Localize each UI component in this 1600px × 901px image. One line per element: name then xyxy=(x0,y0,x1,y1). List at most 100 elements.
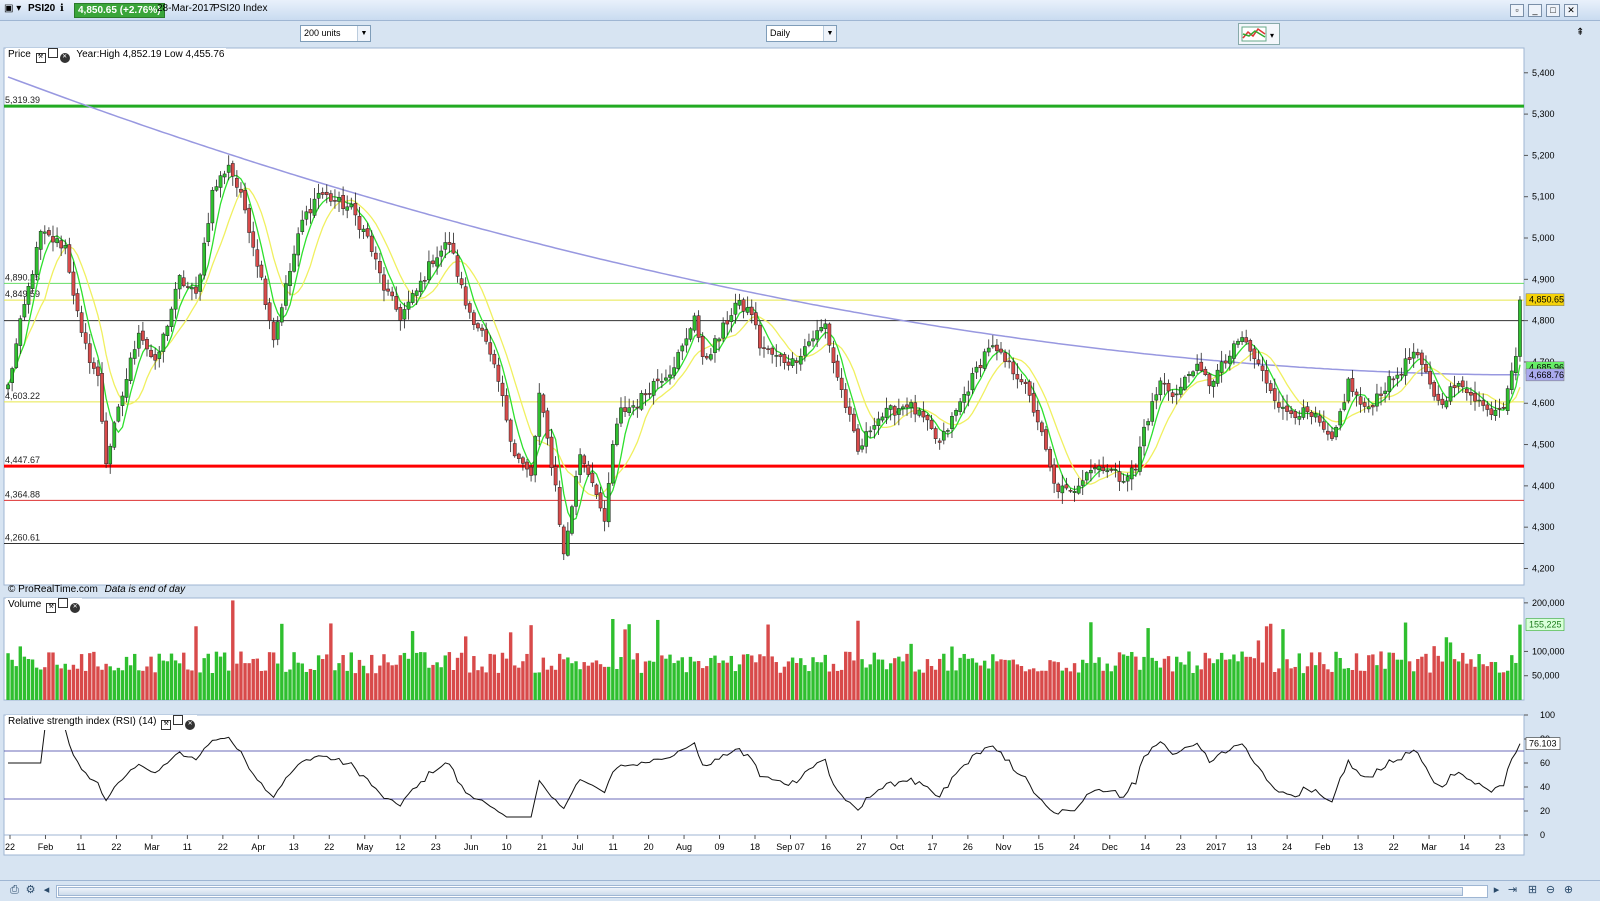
pin-icon[interactable]: ⇞ xyxy=(1576,27,1585,38)
candle-body xyxy=(1117,471,1122,482)
units-select[interactable]: 200 units ▼ xyxy=(300,25,371,42)
volume-bar xyxy=(141,670,145,700)
volume-bar xyxy=(133,653,137,700)
candle-body xyxy=(398,307,403,321)
candle-body xyxy=(378,260,382,274)
candle-body xyxy=(316,192,321,199)
chart-canvas[interactable]: 5,4005,3005,2005,1005,0004,9004,8004,700… xyxy=(0,45,1568,880)
close-icon[interactable]: ✕ xyxy=(59,53,70,63)
candle-body xyxy=(990,345,995,348)
volume-bar xyxy=(1117,652,1122,700)
candle-body xyxy=(958,401,962,412)
volume-bar xyxy=(177,663,182,700)
volume-bar xyxy=(186,669,190,700)
x-tick-label: 21 xyxy=(537,842,547,852)
chevron-down-icon[interactable]: ▼ xyxy=(823,26,836,41)
volume-bar xyxy=(668,654,672,700)
candle-body xyxy=(545,410,550,439)
volume-bar xyxy=(1224,659,1228,700)
volume-bar xyxy=(982,660,987,700)
volume-bar xyxy=(1424,653,1428,700)
volume-bar xyxy=(745,654,750,700)
last-bar-icon[interactable]: ⇥ xyxy=(1507,884,1518,896)
screenshot-icon[interactable]: ⎙ xyxy=(10,884,19,896)
minimize-icon[interactable]: ▫ xyxy=(1510,4,1524,17)
x-tick-label: 22 xyxy=(218,842,228,852)
candle-body xyxy=(373,252,378,260)
zoom-in-icon[interactable]: ⊕ xyxy=(1563,884,1574,896)
info-icon[interactable]: ℹ xyxy=(60,3,64,14)
horizontal-scrollbar[interactable] xyxy=(56,885,1488,898)
candle-body xyxy=(128,357,133,381)
zoom-auto-icon[interactable]: ⊞ xyxy=(1527,884,1538,896)
close-icon[interactable]: ✕ xyxy=(1564,4,1578,17)
candle-body xyxy=(905,404,909,408)
indicators-button[interactable]: ▾ xyxy=(1238,23,1280,45)
settings-icon[interactable]: ⚙ xyxy=(25,884,36,896)
maximize-icon[interactable]: □ xyxy=(1546,4,1560,17)
x-tick-label: 14 xyxy=(1460,842,1470,852)
volume-bar xyxy=(157,653,161,700)
candle-body xyxy=(999,348,1003,353)
candle-body xyxy=(541,394,546,413)
candle-body xyxy=(345,206,350,211)
svg-text:▾: ▾ xyxy=(1270,31,1274,40)
wrench-icon[interactable]: ⚒ xyxy=(161,720,172,730)
candle-body xyxy=(1113,469,1118,471)
candle-body xyxy=(1444,400,1449,408)
volume-bar xyxy=(145,666,149,700)
candle-body xyxy=(1338,411,1343,426)
x-tick-label: 11 xyxy=(183,842,192,852)
scrollbar-thumb[interactable] xyxy=(58,887,1463,896)
candle-body xyxy=(1048,449,1052,468)
price-tick-label: 5,100 xyxy=(1532,192,1555,202)
window-icon[interactable] xyxy=(58,598,69,608)
candle-body xyxy=(1473,392,1477,402)
minimize-button[interactable]: _ xyxy=(1528,4,1542,17)
volume-bar xyxy=(455,657,460,700)
candle-body xyxy=(414,290,419,296)
candle-body xyxy=(1203,368,1208,376)
scroll-right-icon[interactable]: ▸ xyxy=(1493,884,1500,896)
volume-bar xyxy=(635,653,640,700)
candle-body xyxy=(647,393,652,395)
volume-bar xyxy=(1252,658,1257,700)
candle-body xyxy=(578,454,582,475)
volume-bar xyxy=(623,629,627,700)
candle-body xyxy=(1166,383,1171,392)
wrench-icon[interactable]: ⚒ xyxy=(35,53,46,63)
volume-bar xyxy=(1170,671,1175,700)
zoom-out-icon[interactable]: ⊖ xyxy=(1545,884,1556,896)
close-icon[interactable]: ✕ xyxy=(70,603,81,613)
volume-bar xyxy=(1264,626,1269,700)
candle-body xyxy=(443,242,448,250)
candle-body xyxy=(312,198,317,216)
candle-body xyxy=(798,355,803,365)
chevron-down-icon[interactable]: ▼ xyxy=(357,26,370,41)
window-icon[interactable] xyxy=(47,48,58,58)
x-tick-label: 17 xyxy=(927,842,937,852)
close-icon[interactable]: ✕ xyxy=(185,720,196,730)
wrench-icon[interactable]: ⚒ xyxy=(46,603,57,613)
price-change-badge: 4,850.65 (+2.76%) xyxy=(74,3,165,18)
candle-body xyxy=(635,406,640,409)
candle-body xyxy=(823,323,828,330)
app-menu-icon[interactable]: ▣ ▾ xyxy=(4,3,22,14)
rsi-tick-label: 0 xyxy=(1540,830,1545,840)
volume-bar xyxy=(807,671,811,700)
volume-bar xyxy=(263,670,268,700)
period-select[interactable]: Daily ▼ xyxy=(766,25,837,42)
window-icon[interactable] xyxy=(173,715,184,725)
scroll-left-icon[interactable]: ◂ xyxy=(43,884,50,896)
volume-bar xyxy=(762,656,766,700)
volume-bar xyxy=(1395,659,1400,700)
candle-body xyxy=(1424,363,1428,373)
volume-bar xyxy=(929,665,934,700)
volume-bar xyxy=(194,626,198,700)
candle-body xyxy=(1068,490,1073,492)
volume-bar xyxy=(1134,656,1138,700)
volume-bar xyxy=(1461,652,1465,700)
candle-body xyxy=(896,408,901,415)
candle-body xyxy=(369,235,374,252)
candle-body xyxy=(235,177,239,188)
